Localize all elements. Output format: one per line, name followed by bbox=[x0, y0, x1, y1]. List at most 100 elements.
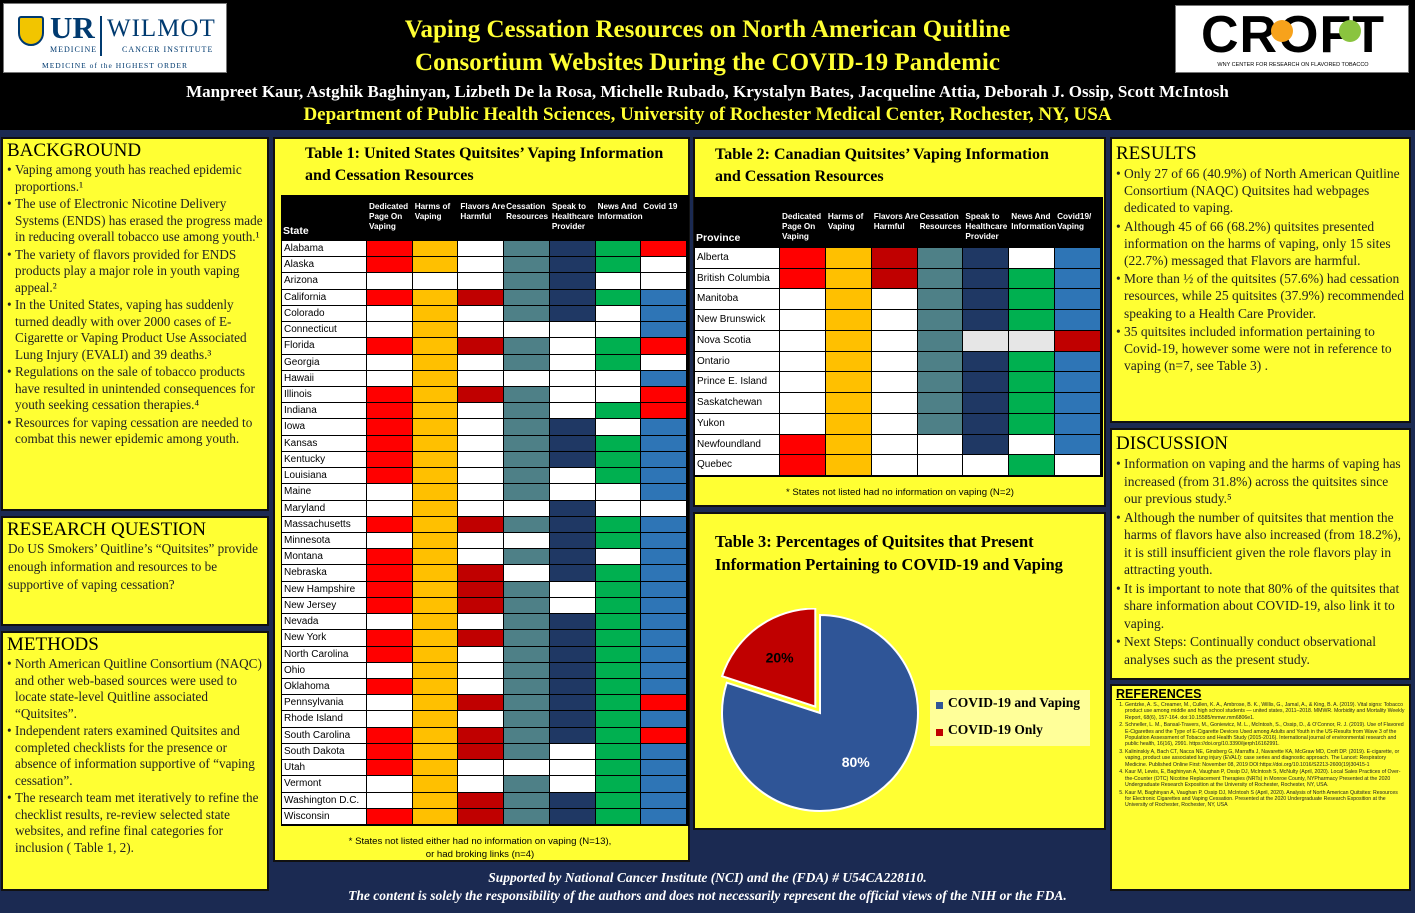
t2-cell bbox=[1009, 351, 1055, 372]
t1-cell bbox=[458, 549, 504, 565]
table2-note: * States not listed had no information o… bbox=[786, 487, 1014, 498]
logo-cancer-text: CANCER INSTITUTE bbox=[122, 45, 214, 54]
t2-header-col: Harms of Vaping bbox=[827, 212, 864, 231]
table2: Province Dedicated Page On Vaping Harms of… bbox=[694, 197, 1103, 477]
t1-cell bbox=[595, 565, 641, 581]
t2-cell bbox=[780, 434, 825, 455]
t1-cell bbox=[595, 468, 641, 484]
results-panel: RESULTS Only 27 of 66 (40.9%) of North A… bbox=[1110, 137, 1411, 423]
t1-header-col: Flavors Are Harmful bbox=[460, 202, 506, 221]
t1-cell bbox=[367, 241, 412, 257]
t1-cell bbox=[595, 792, 641, 808]
t2-cell bbox=[825, 330, 871, 351]
t1-cell bbox=[367, 289, 412, 305]
t1-cell bbox=[641, 662, 686, 678]
t1-cell bbox=[641, 695, 686, 711]
t2-row-name: British Columbia bbox=[695, 268, 779, 289]
t1-cell bbox=[458, 387, 504, 403]
t1-cell bbox=[504, 808, 549, 824]
t1-row-name: Montana bbox=[282, 549, 366, 565]
t2-cell bbox=[1055, 434, 1100, 455]
t1-cell bbox=[595, 370, 641, 386]
t1-cell bbox=[549, 451, 595, 468]
t1-cell bbox=[641, 451, 686, 468]
t1-row-name: Colorado bbox=[282, 305, 366, 322]
t1-cell bbox=[641, 305, 686, 322]
t1-row-name: Vermont bbox=[282, 776, 366, 792]
t1-cell bbox=[504, 776, 549, 792]
t1-cell bbox=[367, 338, 412, 354]
t1-cell bbox=[595, 760, 641, 776]
t2-cell bbox=[1055, 351, 1100, 372]
t2-cell bbox=[1055, 330, 1100, 351]
t1-cell bbox=[504, 533, 549, 549]
t1-row-name: Nevada bbox=[282, 614, 366, 630]
references-item: Schneller, L. M., Bansal-Travers, M., Go… bbox=[1125, 722, 1405, 747]
t1-cell bbox=[367, 257, 412, 273]
t1-header-col: Harms of Vaping bbox=[414, 202, 451, 221]
t2-cell bbox=[963, 434, 1009, 455]
pie-slice-0 bbox=[721, 613, 919, 812]
t1-cell bbox=[549, 500, 595, 516]
t1-cell bbox=[595, 695, 641, 711]
results-list: Only 27 of 66 (40.9%) of North American … bbox=[1112, 165, 1409, 374]
t1-cell bbox=[549, 711, 595, 727]
t1-cell bbox=[458, 565, 504, 581]
methods-panel: METHODS North American Quitline Consorti… bbox=[1, 631, 269, 891]
t1-cell bbox=[549, 760, 595, 776]
orange-icon bbox=[1271, 20, 1293, 42]
table2-panel: Table 2: Canadian Quitsites’ Vaping Info… bbox=[693, 137, 1106, 507]
t2-cell bbox=[917, 455, 963, 475]
background-heading: BACKGROUND bbox=[7, 140, 142, 161]
t1-cell bbox=[412, 760, 458, 776]
t1-cell bbox=[504, 743, 549, 760]
t1-cell bbox=[458, 289, 504, 305]
t1-cell bbox=[504, 370, 549, 386]
t1-cell bbox=[595, 614, 641, 630]
t1-cell bbox=[595, 354, 641, 370]
t2-cell bbox=[871, 268, 917, 289]
t1-row-name: Maine bbox=[282, 484, 366, 500]
t1-cell bbox=[458, 241, 504, 257]
t1-cell bbox=[458, 435, 504, 451]
t2-cell bbox=[917, 351, 963, 372]
t1-cell bbox=[367, 273, 412, 289]
t1-cell bbox=[504, 322, 549, 338]
fruit-icon bbox=[1339, 20, 1361, 42]
t1-cell bbox=[412, 516, 458, 532]
croft-logo: CROFT WNY CENTER FOR RESEARCH ON FLAVORE… bbox=[1175, 5, 1409, 73]
t1-cell bbox=[641, 338, 686, 354]
t2-cell bbox=[917, 330, 963, 351]
t1-cell bbox=[367, 630, 412, 646]
legend-label-covid-only: COVID-19 Only bbox=[948, 722, 1043, 737]
t2-cell bbox=[871, 351, 917, 372]
t2-cell bbox=[963, 268, 1009, 289]
t1-cell bbox=[412, 565, 458, 581]
t1-cell bbox=[367, 695, 412, 711]
t1-cell bbox=[641, 549, 686, 565]
table1-panel: Table 1: United States Quitsites’ Vaping… bbox=[273, 137, 690, 862]
t2-cell bbox=[1055, 268, 1100, 289]
t2-cell bbox=[917, 289, 963, 310]
t1-cell bbox=[504, 662, 549, 678]
t1-cell bbox=[504, 451, 549, 468]
t1-cell bbox=[549, 662, 595, 678]
methods-heading: METHODS bbox=[7, 634, 99, 655]
t1-row-name: New Hampshire bbox=[282, 581, 366, 597]
t1-cell bbox=[549, 646, 595, 662]
t2-cell bbox=[917, 413, 963, 434]
t1-cell bbox=[641, 241, 686, 257]
t1-cell bbox=[367, 679, 412, 695]
references-panel: REFERENCES Gentzke, A. S., Creamer, M., … bbox=[1110, 684, 1411, 891]
legend-swatch-covid-only bbox=[936, 729, 943, 736]
t1-cell bbox=[458, 630, 504, 646]
t1-cell bbox=[458, 727, 504, 743]
t1-cell bbox=[458, 516, 504, 532]
t2-cell bbox=[1009, 393, 1055, 413]
t1-cell bbox=[641, 322, 686, 338]
t1-cell bbox=[504, 711, 549, 727]
t2-row-name: Saskatchewan bbox=[695, 393, 779, 413]
t2-cell bbox=[1055, 413, 1100, 434]
t2-cell bbox=[780, 372, 825, 393]
t2-cell bbox=[1009, 455, 1055, 475]
